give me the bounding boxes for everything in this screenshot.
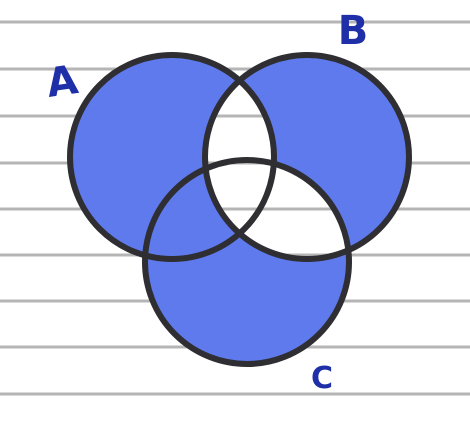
circle-c [142, 157, 352, 367]
label-a: A [44, 57, 81, 107]
label-b: B [338, 8, 369, 54]
circle-b [202, 52, 412, 262]
circles [67, 52, 412, 367]
label-c: C [311, 361, 333, 396]
circle-a [67, 52, 277, 262]
